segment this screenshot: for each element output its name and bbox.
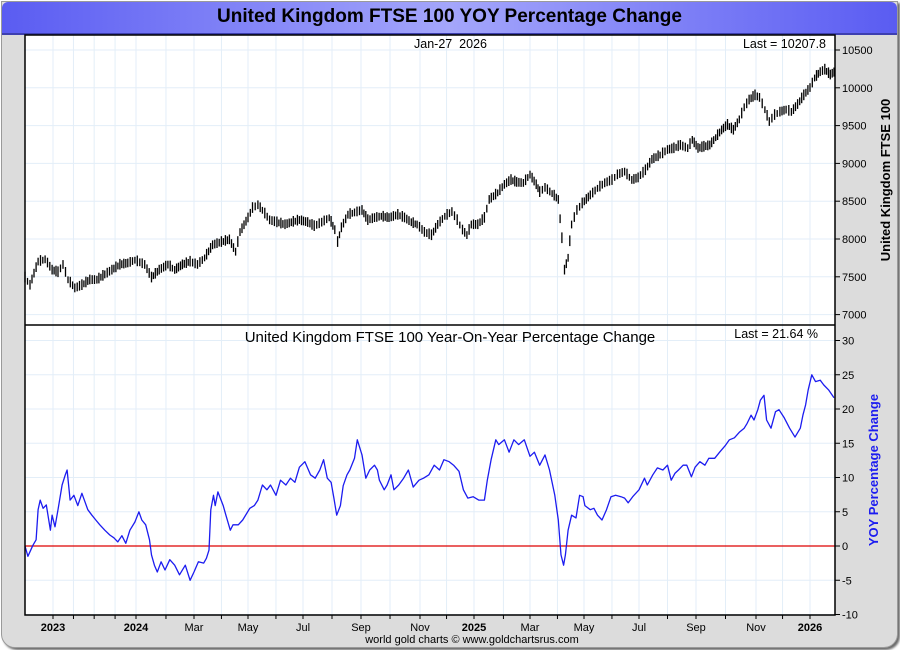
y-tick-label: -10 (842, 610, 858, 622)
x-tick-label: Sep (686, 622, 706, 634)
y-tick-label: 20 (842, 404, 854, 416)
y-tick-label: 25 (842, 370, 854, 382)
x-tick-label: Mar (185, 622, 204, 634)
x-tick-label: Nov (746, 622, 766, 634)
footer-credit: world gold charts © www.goldchartsrus.co… (364, 634, 579, 646)
x-tick-label: Sep (351, 622, 371, 634)
y-tick-label: -5 (842, 575, 852, 587)
y-tick-label: 5 (842, 507, 848, 519)
x-tick-label: Nov (410, 622, 430, 634)
x-tick-label: May (238, 622, 259, 634)
price-series (24, 63, 835, 293)
x-tick-label: May (574, 622, 595, 634)
price-last-label: Last = 10207.8 (743, 37, 826, 51)
chart-title: United Kingdom FTSE 100 YOY Percentage C… (217, 6, 682, 27)
price-date-label: Jan-27 2026 (414, 37, 487, 51)
x-tick-label: 2024 (124, 622, 149, 634)
x-tick-label: 2026 (798, 622, 822, 634)
price-y-axis-title: United Kingdom FTSE 100 (878, 99, 893, 262)
x-tick-label: Jul (296, 622, 310, 634)
x-axis-ticks: 2023 2024 Mar May Jul Sep Nov 2025 Mar May Jul Sep N… (41, 615, 822, 634)
y-tick-label: 10000 (842, 83, 873, 95)
plot-frames (24, 34, 836, 616)
x-tick-label: Jul (632, 622, 646, 634)
y-tick-label: 8500 (842, 196, 866, 208)
y-tick-label: 8000 (842, 234, 866, 246)
y-tick-label: 7000 (842, 310, 866, 322)
y-tick-label: 9500 (842, 121, 866, 133)
yoy-panel-title: United Kingdom FTSE 100 Year-On-Year Per… (245, 329, 656, 346)
y-tick-label: 15 (842, 438, 854, 450)
yoy-last-label: Last = 21.64 % (734, 327, 818, 341)
y-tick-label: 7500 (842, 272, 866, 284)
y-tick-label: 10500 (842, 45, 873, 57)
y-tick-label: 10 (842, 473, 854, 485)
yoy-y-axis-title: YOY Percentage Change (866, 394, 881, 546)
y-tick-label: 9000 (842, 158, 866, 170)
x-tick-label: 2023 (41, 622, 65, 634)
y-axis-ticks: 7000 7500 8000 8500 9000 9500 10000 10500 -10 -5 0… (835, 45, 873, 622)
x-tick-label: Mar (521, 622, 540, 634)
y-tick-label: 0 (842, 541, 848, 553)
y-tick-label: 30 (842, 336, 854, 348)
x-tick-label: 2025 (462, 622, 486, 634)
yoy-line (24, 374, 835, 581)
title-bar: United Kingdom FTSE 100 YOY Percentage C… (2, 2, 897, 35)
yoy-series (24, 374, 835, 581)
